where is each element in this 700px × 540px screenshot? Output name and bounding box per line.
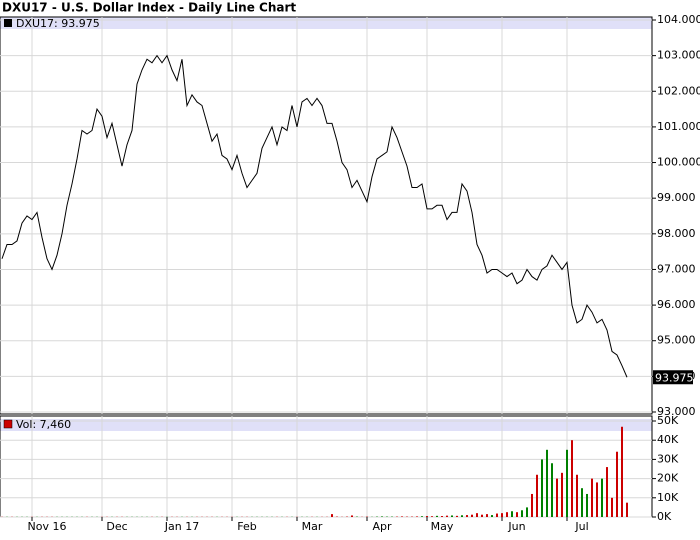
y-tick-label: 98.000 — [657, 227, 696, 240]
y-tick-label: 96.000 — [657, 298, 696, 311]
volume-bar — [416, 516, 418, 517]
y-tick-label: 20K — [657, 472, 679, 485]
volume-bar — [591, 479, 593, 517]
volume-bar — [536, 475, 538, 517]
volume-bar — [606, 467, 608, 517]
volume-bar — [441, 516, 443, 517]
volume-bar — [516, 512, 518, 517]
price-line — [2, 56, 627, 378]
volume-bar — [491, 515, 493, 517]
x-tick-label: Mar — [302, 520, 323, 533]
x-tick-label: Feb — [237, 520, 256, 533]
volume-bar — [451, 515, 453, 517]
volume-bar — [531, 494, 533, 517]
volume-bar — [526, 507, 528, 517]
volume-bar — [351, 515, 353, 517]
x-tick-label: Dec — [106, 520, 127, 533]
volume-bar — [621, 427, 623, 517]
y-tick-label: 101.000 — [657, 120, 700, 133]
volume-bar — [581, 488, 583, 517]
volume-bar — [331, 514, 333, 517]
volume-bar — [541, 459, 543, 517]
volume-bar — [481, 515, 483, 517]
volume-bar — [446, 516, 448, 517]
volume-bar — [456, 516, 458, 517]
legend-swatch — [4, 19, 12, 27]
last-value-label: 93.975 — [655, 371, 694, 384]
volume-bar — [506, 512, 508, 517]
y-tick-label: 50K — [657, 414, 679, 427]
plot-frame — [0, 416, 652, 517]
y-tick-label: 103.000 — [657, 49, 700, 62]
volume-bar — [626, 503, 628, 517]
x-tick-label: Jun — [507, 520, 525, 533]
y-tick-label: 95.000 — [657, 334, 696, 347]
x-tick-label: May — [431, 520, 454, 533]
x-tick-label: Apr — [372, 520, 392, 533]
volume-bar — [496, 514, 498, 517]
x-tick-label: Nov 16 — [28, 520, 67, 533]
plot-frame — [0, 17, 652, 414]
volume-bar — [461, 515, 463, 517]
y-tick-label: 100.000 — [657, 156, 700, 169]
volume-bar — [476, 513, 478, 517]
volume-bar — [431, 516, 433, 517]
y-tick-label: 10K — [657, 491, 679, 504]
volume-bar — [571, 440, 573, 517]
y-tick-label: 0K — [657, 510, 672, 523]
volume-bar — [466, 515, 468, 517]
y-tick-label: 30K — [657, 452, 679, 465]
volume-bar — [471, 515, 473, 517]
volume-bar — [401, 516, 403, 517]
volume-bar — [436, 516, 438, 517]
volume-bar — [596, 482, 598, 517]
volume-bar — [576, 475, 578, 517]
y-tick-label: 97.000 — [657, 262, 696, 275]
volume-bar — [546, 450, 548, 517]
volume-bar — [521, 510, 523, 517]
volume-bar — [551, 463, 553, 517]
volume-bar — [501, 513, 503, 517]
volume-bar — [616, 452, 618, 517]
volume-bar — [426, 516, 428, 517]
volume-bar — [586, 494, 588, 517]
volume-bar — [421, 516, 423, 517]
legend-swatch — [4, 420, 12, 428]
volume-bar — [511, 511, 513, 517]
y-tick-label: 40K — [657, 433, 679, 446]
y-tick-label: 102.000 — [657, 84, 700, 97]
volume-bar — [556, 479, 558, 517]
volume-bar — [381, 516, 383, 517]
volume-bar — [566, 450, 568, 517]
y-tick-label: 99.000 — [657, 191, 696, 204]
volume-bar — [611, 498, 613, 517]
x-tick-label: Jul — [574, 520, 588, 533]
volume-bar — [601, 479, 603, 517]
legend-label: DXU17: 93.975 — [16, 17, 100, 30]
volume-bar — [486, 514, 488, 517]
volume-bar — [561, 473, 563, 517]
y-tick-label: 104.000 — [657, 13, 700, 26]
x-tick-label: Jan 17 — [164, 520, 199, 533]
legend-label: Vol: 7,460 — [16, 418, 71, 431]
chart-title: DXU17 - U.S. Dollar Index - Daily Line C… — [2, 1, 296, 15]
